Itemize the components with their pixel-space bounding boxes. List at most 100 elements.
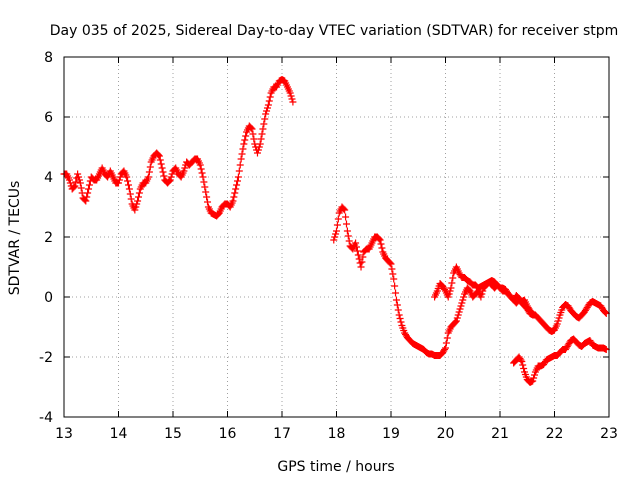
data-point [442, 344, 449, 352]
data-point [333, 227, 340, 235]
data-point [253, 149, 261, 157]
data-point [234, 173, 242, 181]
data-point [441, 346, 449, 353]
data-point [115, 179, 122, 187]
data-point [529, 310, 537, 317]
data-point [74, 170, 82, 178]
chart-title: Day 035 of 2025, Sidereal Day-to-day VTE… [50, 23, 619, 39]
data-point [233, 177, 241, 185]
data-point [332, 230, 340, 238]
x-tick-label: 23 [600, 426, 618, 442]
data-point [232, 185, 240, 193]
data-point [248, 125, 256, 133]
data-point [529, 377, 537, 385]
data-point [454, 311, 462, 319]
data-point [353, 247, 361, 255]
data-point [200, 178, 208, 186]
data-point [201, 183, 209, 191]
data-point [256, 140, 264, 148]
data-point [394, 306, 402, 314]
data-point [77, 184, 85, 192]
data-point [72, 178, 80, 186]
data-point [135, 189, 143, 197]
data-point [66, 179, 74, 187]
data-point [165, 177, 173, 185]
data-point [259, 125, 267, 133]
data-point [116, 173, 124, 181]
data-point [478, 290, 486, 298]
data-point [449, 274, 457, 282]
x-tick-label: 22 [546, 426, 564, 442]
data-point [531, 371, 539, 379]
data-point [145, 168, 153, 176]
data-point [166, 176, 174, 184]
data-point [356, 259, 364, 267]
data-point [233, 181, 241, 189]
data-point [235, 167, 243, 175]
y-tick-label: -2 [39, 350, 53, 366]
data-point [342, 220, 350, 228]
data-point [343, 227, 351, 235]
data-point [448, 279, 456, 287]
data-point [344, 232, 352, 240]
data-point [333, 221, 341, 229]
data-point [123, 173, 131, 181]
data-point [168, 170, 176, 178]
data-point [115, 176, 123, 184]
data-point [386, 259, 394, 267]
data-point [204, 198, 212, 206]
data-point [239, 145, 247, 153]
data-point [377, 240, 385, 248]
data-point [555, 314, 563, 322]
data-point [198, 169, 206, 177]
data-point [455, 308, 463, 316]
y-tick-label: 6 [44, 110, 53, 126]
data-point [158, 164, 166, 172]
data-point [249, 130, 257, 138]
data-point [199, 173, 207, 181]
data-point [258, 130, 266, 138]
data-point [154, 151, 162, 159]
data-point [334, 215, 342, 223]
data-point [75, 173, 83, 181]
x-tick-label: 15 [164, 426, 182, 442]
data-point [396, 315, 404, 322]
data-point [124, 177, 132, 185]
data-point [451, 318, 459, 326]
data-point [517, 356, 525, 364]
data-point [354, 251, 362, 259]
data-point [157, 160, 165, 168]
data-point [330, 236, 338, 244]
data-point [288, 95, 296, 103]
data-point [446, 287, 454, 295]
data-point [518, 358, 526, 365]
data-point [197, 165, 205, 173]
data-point [456, 305, 464, 313]
data-point [261, 115, 269, 123]
data-point [342, 213, 350, 221]
data-point [70, 183, 78, 191]
data-point [265, 97, 273, 105]
data-point [387, 260, 395, 268]
data-point [124, 181, 132, 189]
data-point [155, 152, 163, 160]
data-point [126, 190, 134, 198]
data-point [331, 233, 339, 241]
data-point [393, 301, 401, 309]
data-point [358, 258, 366, 266]
data-point [442, 339, 450, 347]
x-tick-label: 17 [273, 426, 291, 442]
x-tick-label: 14 [110, 426, 128, 442]
data-point [160, 172, 168, 180]
y-tick-label: 2 [44, 230, 53, 246]
data-point [443, 334, 451, 342]
data-point [84, 189, 92, 197]
x-tick-label: 18 [328, 426, 346, 442]
data-point [255, 143, 263, 151]
data-point [601, 309, 609, 316]
data-point [132, 203, 140, 211]
data-point [241, 136, 249, 144]
data-point [262, 110, 270, 118]
x-axis-label: GPS time / hours [277, 459, 394, 475]
data-point [459, 296, 467, 304]
